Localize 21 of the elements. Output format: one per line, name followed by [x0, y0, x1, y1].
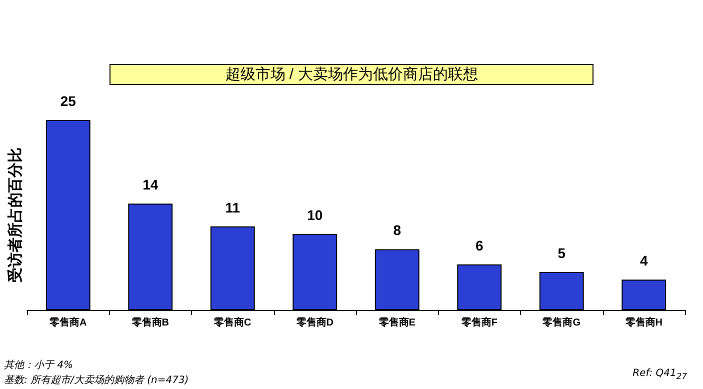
data-label: 6	[475, 237, 484, 254]
y-axis-title: 受访者所占的百分比	[6, 148, 24, 284]
data-label: 11	[225, 199, 240, 216]
text: 其他：小于 4%	[4, 358, 74, 372]
x-tick-label: 零售商H	[624, 316, 662, 328]
data-label: 5	[558, 245, 566, 261]
chart-title: 超级市场 / 大卖场作为低价商店的联想	[225, 66, 478, 83]
x-tick-label: 零售商A	[48, 316, 87, 328]
x-tick-label: 零售商F	[460, 316, 498, 328]
data-label: 8	[393, 222, 402, 238]
x-tick-label: 零售商E	[378, 316, 416, 328]
text: Ref: Q41$_{27}$	[632, 368, 687, 381]
x-tick-label: 零售商C	[213, 316, 252, 328]
data-label: 25	[60, 93, 76, 109]
data-label: 4	[640, 252, 648, 269]
x-tick-label: 零售商G	[542, 316, 581, 328]
x-tick-label: 零售商B	[130, 316, 169, 328]
data-label: 10	[307, 207, 323, 223]
data-label: 14	[142, 176, 158, 193]
text: 基数: 所有超市/大卖场的购物者 (n=473)	[4, 374, 189, 387]
x-tick-label: 零售商D	[295, 316, 334, 328]
